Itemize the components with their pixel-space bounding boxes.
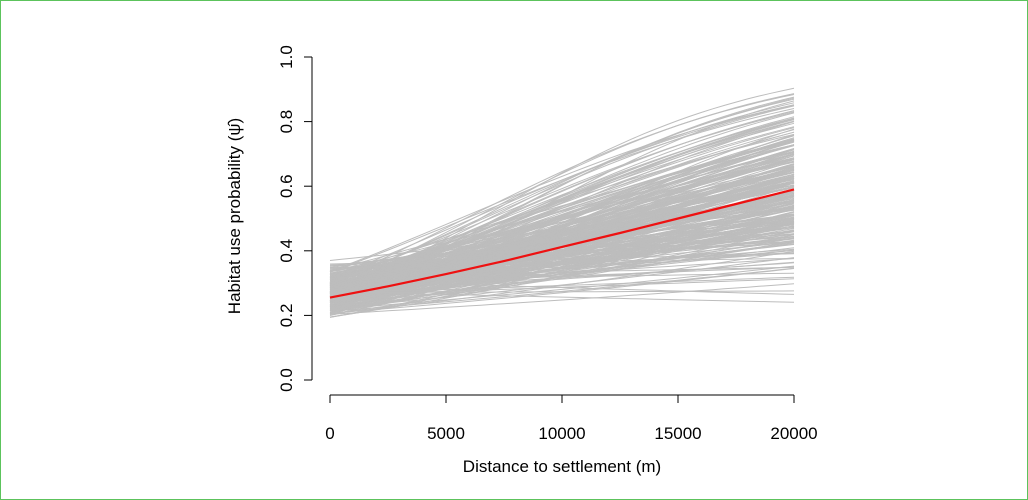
posterior-draw-line (329, 242, 795, 307)
posterior-draw-line (329, 148, 795, 300)
posterior-draw-line (329, 151, 795, 280)
mean-curve-group (329, 188, 795, 299)
tick-labels: 0.0 0.2 0.4 0.6 0.8 1.0 0 5000 10000 15000 20000 (277, 45, 818, 443)
posterior-draw-line (329, 202, 795, 318)
y-tick-label: 0.0 (277, 368, 296, 392)
posterior-draws (329, 87, 795, 318)
y-tick-label: 1.0 (277, 45, 296, 69)
posterior-draw-line (329, 283, 795, 315)
posterior-draw-line (329, 144, 795, 272)
posterior-draw-line (329, 276, 795, 294)
y-tick-label: 0.4 (277, 239, 296, 263)
mean-curve-line (329, 188, 795, 299)
posterior-draw-line (329, 158, 795, 287)
posterior-draw-line (329, 229, 795, 303)
posterior-draw-line (329, 110, 795, 288)
posterior-draw-line (329, 186, 795, 284)
posterior-draw-line (329, 227, 795, 271)
y-tick-label: 0.8 (277, 110, 296, 134)
posterior-draw-line (329, 290, 795, 294)
x-tick-label: 15000 (654, 424, 701, 443)
posterior-draw-line (329, 105, 795, 284)
posterior-draw-line (329, 87, 795, 298)
posterior-draw-line (329, 204, 795, 304)
posterior-draw-line (329, 221, 795, 308)
x-tick-label: 10000 (538, 424, 585, 443)
posterior-draw-line (329, 192, 795, 302)
posterior-draw-line (329, 205, 795, 295)
y-tick-label: 0.2 (277, 304, 296, 328)
posterior-draw-line (329, 165, 795, 292)
posterior-draw-line (329, 197, 795, 278)
y-tick-label: 0.6 (277, 174, 296, 198)
y-axis-label: Habitat use probability (ψ̂) (225, 118, 244, 314)
x-axis-label: Distance to settlement (m) (463, 457, 661, 476)
axes (304, 56, 795, 403)
posterior-draw-line (329, 118, 795, 295)
posterior-draw-line (329, 104, 795, 272)
x-tick-label: 0 (325, 424, 334, 443)
posterior-draw-line (329, 291, 795, 303)
posterior-draw-line (329, 104, 795, 279)
posterior-draw-line (329, 182, 795, 278)
posterior-draw-line (329, 112, 795, 293)
posterior-draw-line (329, 261, 795, 295)
posterior-draw-line (329, 225, 795, 311)
x-tick-label: 5000 (427, 424, 465, 443)
posterior-draw-line (329, 141, 795, 296)
posterior-draw-line (329, 265, 795, 310)
x-tick-label: 20000 (770, 424, 817, 443)
posterior-draw-line (329, 268, 795, 314)
